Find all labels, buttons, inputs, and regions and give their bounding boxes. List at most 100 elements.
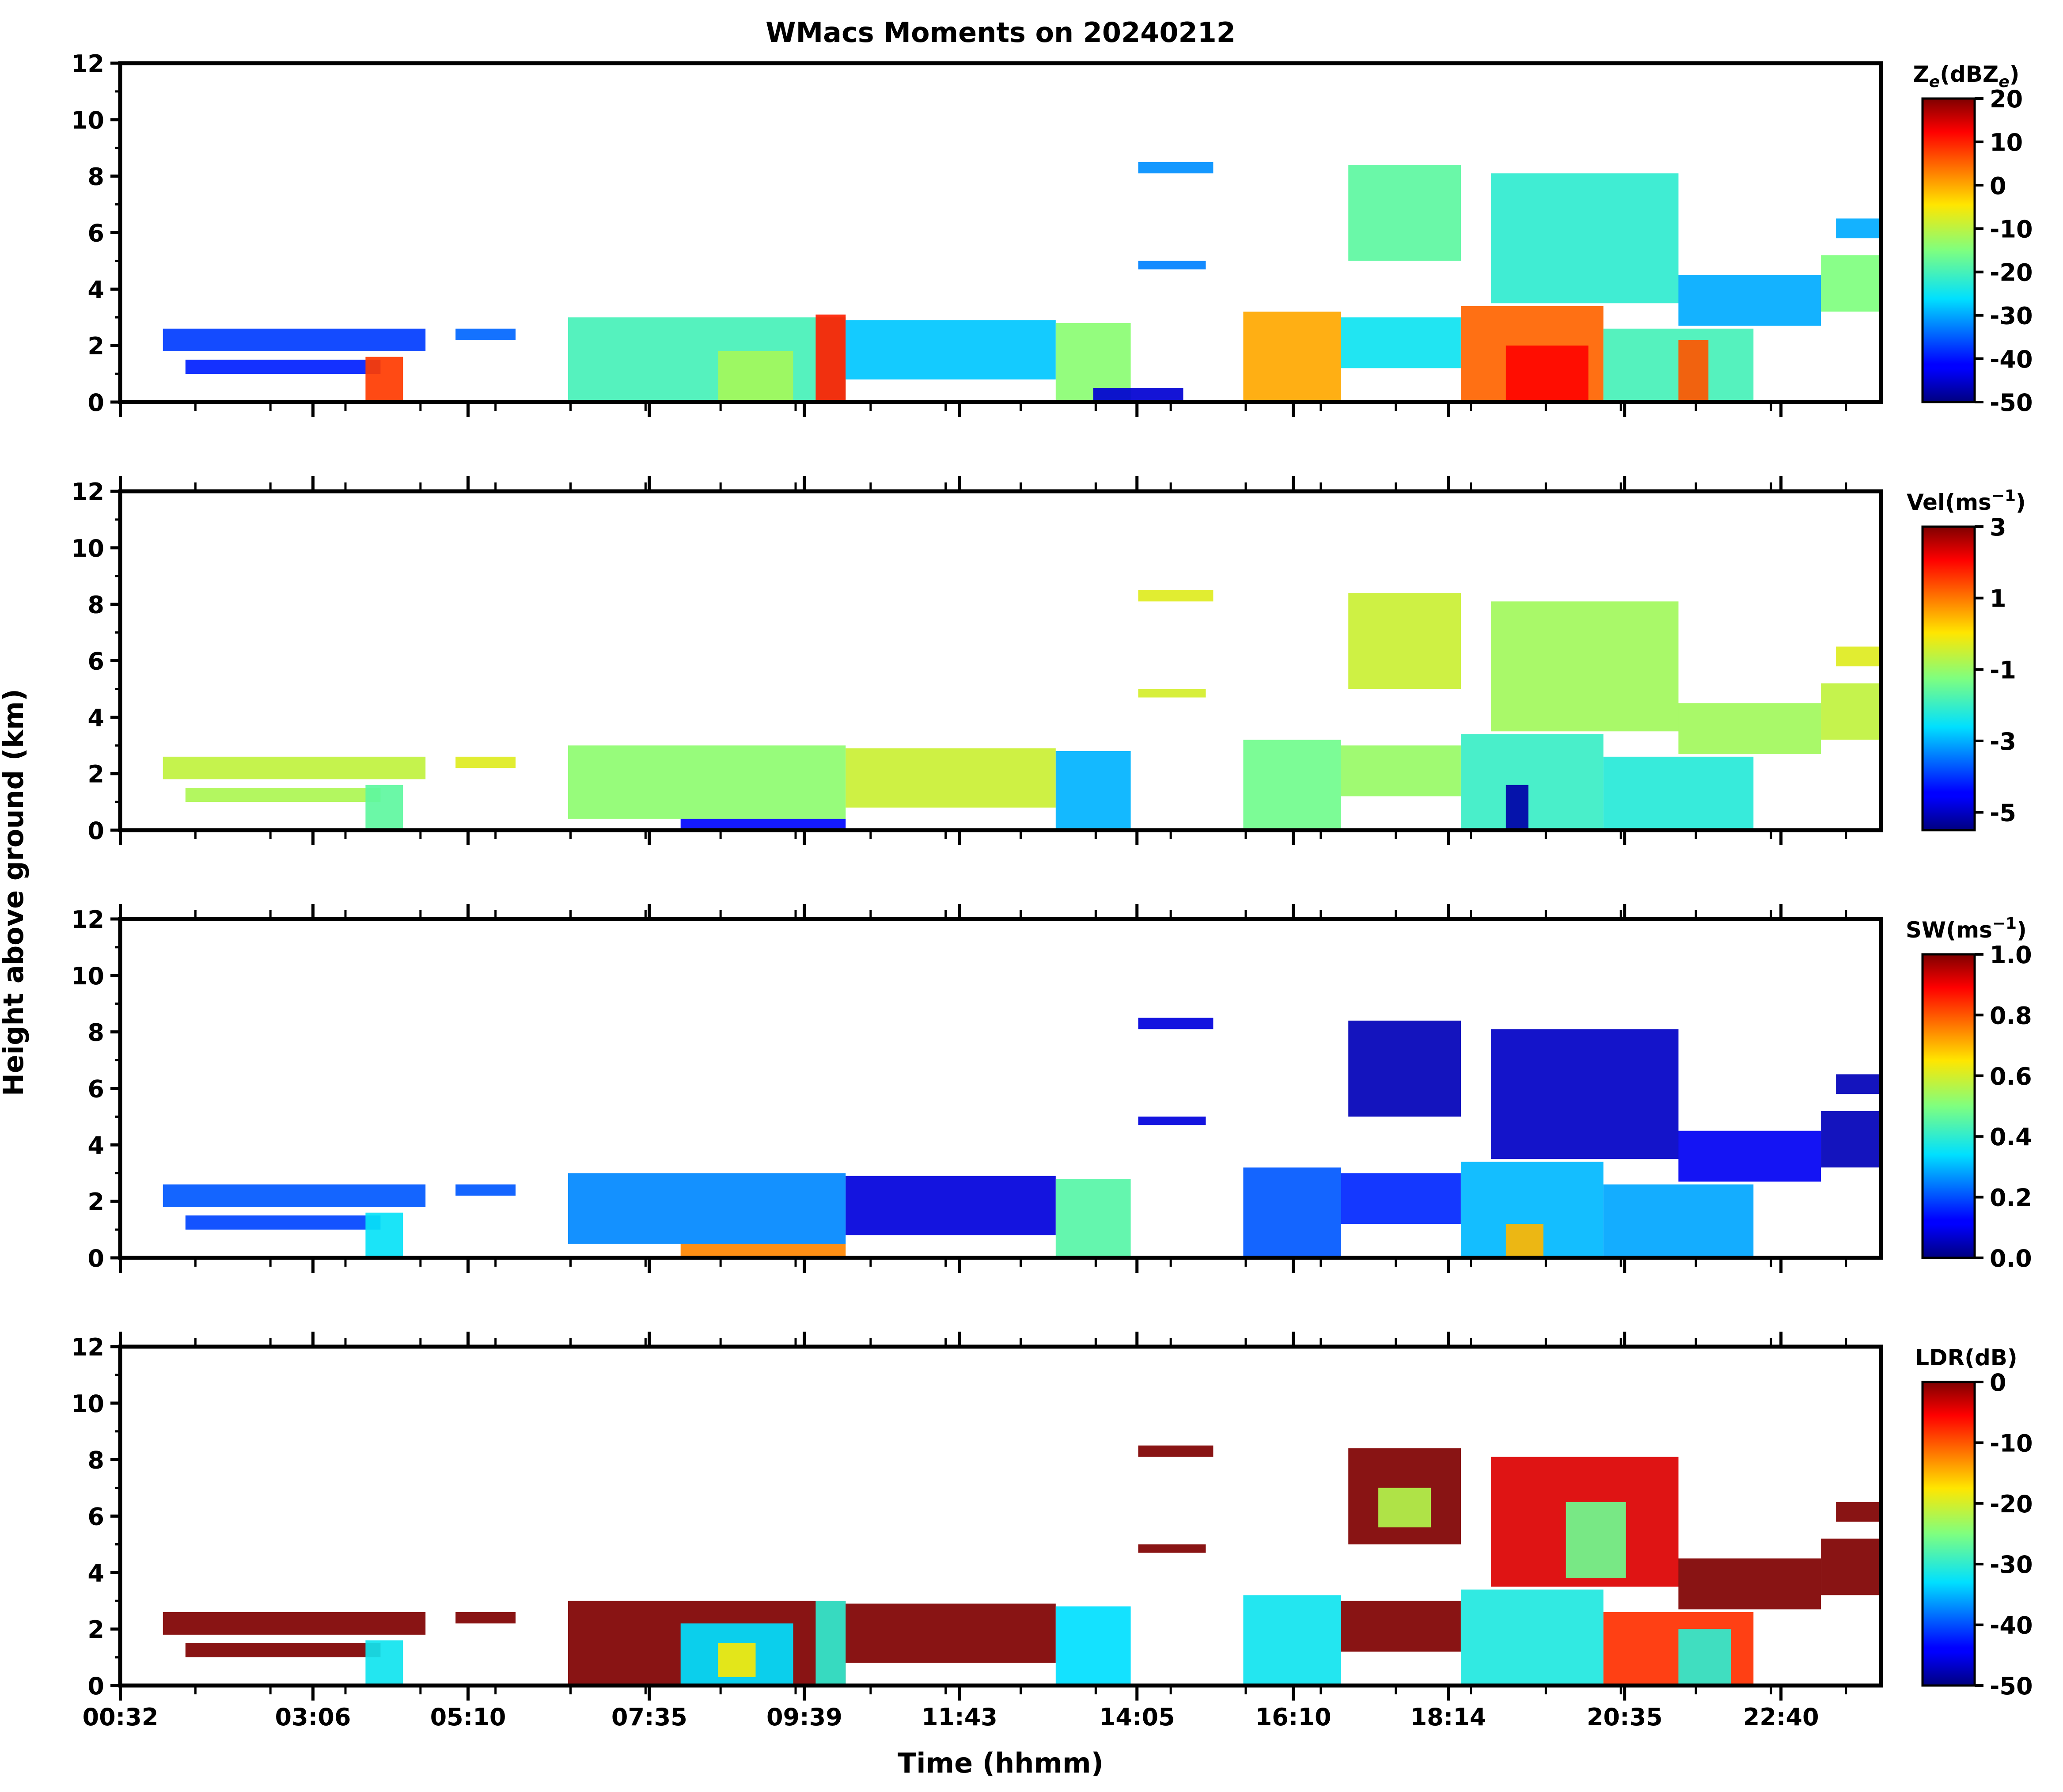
- colorbar-title-ze: Ze(dBZe): [1913, 61, 2020, 91]
- y-tick-label-sw-4: 4: [87, 1131, 104, 1159]
- y-tick-label-ldr-2: 2: [87, 1616, 104, 1644]
- heatmap-cell-ze-13: [1341, 317, 1461, 368]
- x-tick-label-1: 03:06: [275, 1703, 351, 1731]
- y-tick-label-sw-12: 12: [71, 906, 104, 934]
- colorbar-sw: [1921, 953, 1976, 1259]
- heatmap-cell-ze-22: [1836, 218, 1881, 239]
- heatmap-cell-vel-17: [1678, 703, 1821, 754]
- y-tick-label-vel-6: 6: [87, 648, 104, 676]
- heatmap-cell-ze-5: [718, 351, 793, 402]
- heatmap-cell-ze-14: [1348, 165, 1461, 261]
- colorbar-tick-label-ze-0: 20: [1990, 85, 2023, 113]
- panel-vel: 0 2 4 6 8 10 12 3 1 -1 -3 -5 Vel(ms−1): [71, 476, 2026, 845]
- heatmap-cell-ze-17: [1490, 173, 1679, 304]
- colorbar-tick-label-ldr-3: -30: [1990, 1551, 2033, 1579]
- colorbar-tick-label-vel-1: 1: [1990, 585, 2006, 613]
- heatmap-cell-ldr-12: [1243, 1595, 1341, 1686]
- heatmap-cell-sw-11: [1341, 1173, 1461, 1224]
- y-tick-label-ze-8: 8: [87, 163, 104, 191]
- x-tick-label-5: 11:43: [922, 1703, 997, 1731]
- heatmap-cell-sw-16: [1603, 1184, 1754, 1258]
- heatmap-cell-vel-7: [1055, 751, 1131, 830]
- heatmap-cell-sw-18: [1821, 1111, 1881, 1168]
- ze-label-end: ): [2010, 61, 2020, 87]
- y-tick-label-sw-10: 10: [71, 962, 104, 990]
- heatmap-cell-ldr-6: [718, 1643, 756, 1677]
- sw-label-main: SW(ms: [1906, 917, 1992, 943]
- heatmap-cell-vel-10: [1243, 740, 1341, 830]
- vel-label-sup: −1: [1991, 487, 2016, 505]
- colorbar-tick-label-ze-5: -30: [1990, 302, 2033, 330]
- heatmap-cell-ze-12: [1243, 311, 1341, 402]
- heatmap-cell-sw-15: [1490, 1029, 1679, 1159]
- heatmap-cell-ldr-10: [1138, 1445, 1214, 1457]
- colorbar-title-sw: SW(ms−1): [1906, 915, 2027, 943]
- colorbar-tick-label-sw-5: 0.0: [1990, 1245, 2032, 1272]
- ze-label-sub2: e: [1999, 73, 2009, 91]
- colorbar-ldr: [1921, 1381, 1976, 1687]
- colorbar-tick-label-vel-2: -1: [1990, 656, 2016, 684]
- heatmap-cell-ze-7: [846, 320, 1056, 380]
- heatmap-cell-ldr-9: [1055, 1606, 1131, 1686]
- heatmap-cell-vel-13: [1460, 734, 1604, 830]
- figure-title: WMacs Moments on 20240212: [766, 16, 1236, 49]
- heatmap-cell-sw-9: [1138, 1116, 1206, 1125]
- heatmap-cell-sw-17: [1678, 1131, 1821, 1182]
- colorbar-tick-label-ldr-0: 0: [1990, 1369, 2006, 1397]
- heatmap-ze: [163, 162, 1881, 402]
- heatmap-cell-ldr-2: [365, 1640, 403, 1686]
- y-tick-label-ldr-0: 0: [87, 1672, 104, 1700]
- heatmap-cell-ze-19: [1678, 340, 1709, 402]
- heatmap-ldr: [163, 1445, 1881, 1686]
- x-tick-label-4: 09:39: [766, 1703, 842, 1731]
- x-tick-label-7: 16:10: [1255, 1703, 1331, 1731]
- heatmap-cell-ldr-1: [185, 1643, 381, 1658]
- colorbar-tick-label-ze-3: -10: [1990, 215, 2033, 243]
- heatmap-cell-sw-4: [568, 1173, 846, 1244]
- colorbar-vel: [1921, 525, 1976, 831]
- x-tick-label-10: 22:40: [1743, 1703, 1819, 1731]
- heatmap-cell-sw-8: [1138, 1017, 1214, 1029]
- y-tick-label-ldr-6: 6: [87, 1503, 104, 1531]
- x-tick-label-8: 18:14: [1411, 1703, 1487, 1731]
- ze-label-sub: e: [1929, 73, 1940, 91]
- colorbar-tick-label-sw-2: 0.6: [1990, 1063, 2032, 1090]
- y-tick-label-ldr-4: 4: [87, 1559, 104, 1587]
- heatmap-cell-ldr-18: [1566, 1502, 1626, 1579]
- panels-group: 02468101220100-10-20-30-40-50Ze(dBZe)024…: [71, 50, 2033, 1731]
- heatmap-cell-ldr-8: [846, 1603, 1056, 1663]
- y-tick-label-vel-4: 4: [87, 704, 104, 732]
- colorbar-tick-label-ldr-5: -50: [1990, 1672, 2033, 1700]
- vel-label-end: ): [2016, 490, 2026, 515]
- heatmap-cell-ldr-16: [1460, 1589, 1604, 1686]
- heatmap-cell-ldr-20: [1678, 1629, 1731, 1686]
- y-tick-label-ldr-10: 10: [71, 1390, 104, 1418]
- heatmap-cell-sw-3: [455, 1184, 516, 1196]
- heatmap-cell-sw-12: [1348, 1021, 1461, 1117]
- heatmap-cell-ze-1: [185, 360, 381, 374]
- heatmap-cell-sw-1: [185, 1215, 381, 1230]
- colorbar-tick-label-vel-3: -3: [1990, 728, 2016, 756]
- heatmap-cell-vel-9: [1138, 689, 1206, 698]
- y-tick-label-ze-0: 0: [87, 389, 104, 417]
- y-tick-label-sw-0: 0: [87, 1245, 104, 1272]
- heatmap-cell-sw-2: [365, 1212, 403, 1258]
- heatmap-cell-ze-0: [163, 328, 426, 351]
- heatmap-cell-sw-7: [1055, 1179, 1131, 1258]
- heatmap-cell-ze-16: [1506, 345, 1589, 402]
- colorbar-tick-label-sw-0: 1.0: [1990, 941, 2032, 969]
- heatmap-cell-ze-4: [568, 317, 846, 402]
- colorbar-title-vel: Vel(ms−1): [1907, 487, 2026, 515]
- panel-ze: 0 2 4 6 8 10 12 20 10 0 -10 -20 -30 -40 -50 Ze(dBZe): [71, 50, 2033, 417]
- panel-sw: 0 2 4 6 8 10 12 1.0 0.8 0.6 0.4 0.2 0.0 SW(ms−1): [71, 904, 2032, 1273]
- x-tick-label-2: 05:10: [430, 1703, 506, 1731]
- heatmap-cell-vel-16: [1603, 756, 1754, 830]
- colorbar-ze: [1921, 97, 1976, 403]
- heatmap-cell-ze-6: [815, 314, 846, 402]
- heatmap-cell-ze-9: [1093, 388, 1183, 402]
- colorbar-tick-label-ze-4: -20: [1990, 259, 2033, 287]
- y-tick-label-ldr-12: 12: [71, 1333, 104, 1361]
- y-tick-label-vel-12: 12: [71, 478, 104, 506]
- heatmap-cell-vel-8: [1138, 590, 1214, 602]
